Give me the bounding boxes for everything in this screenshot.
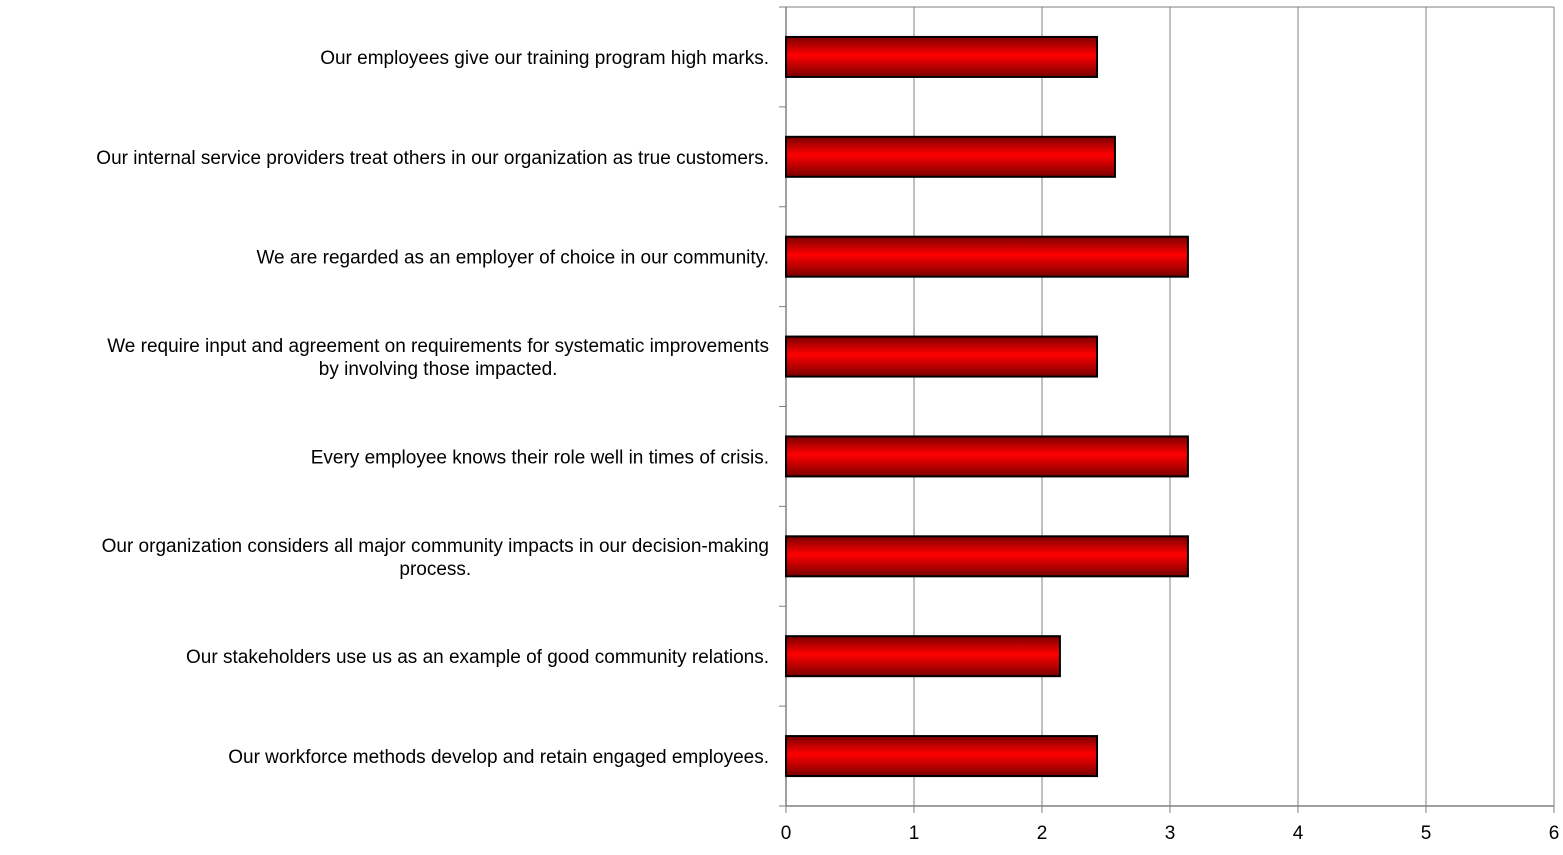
bar-4 xyxy=(785,335,1099,378)
axes xyxy=(779,6,1555,813)
category-label-5: Every employee knows their role well in … xyxy=(311,447,769,468)
bar-3 xyxy=(785,235,1189,278)
gridlines xyxy=(786,6,1555,806)
category-label-8: Our workforce methods develop and retain… xyxy=(228,747,769,768)
bar-2 xyxy=(785,135,1116,178)
x-tick-label-2: 2 xyxy=(1037,823,1048,844)
bar-5 xyxy=(785,435,1189,478)
x-tick-label-0: 0 xyxy=(781,823,792,844)
bars xyxy=(785,35,1189,778)
x-tick-labels: 0 1 2 3 4 5 6 xyxy=(781,823,1560,844)
x-tick-label-1: 1 xyxy=(909,823,920,844)
bar-8 xyxy=(785,735,1099,778)
bar-7 xyxy=(785,635,1061,678)
category-label-7: Our stakeholders use us as an example of… xyxy=(186,647,769,668)
x-tick-label-5: 5 xyxy=(1421,823,1432,844)
category-label-4: We require input and agreement on requir… xyxy=(107,336,769,380)
category-labels: Our employees give our training program … xyxy=(96,48,769,768)
x-tick-label-6: 6 xyxy=(1549,823,1560,844)
x-tick-label-3: 3 xyxy=(1165,823,1176,844)
bar-1 xyxy=(785,35,1099,78)
category-label-2: Our internal service providers treat oth… xyxy=(96,148,769,169)
category-label-6: Our organization considers all major com… xyxy=(102,536,769,580)
category-label-1: Our employees give our training program … xyxy=(320,48,769,69)
x-tick-label-4: 4 xyxy=(1293,823,1304,844)
category-label-3: We are regarded as an employer of choice… xyxy=(256,248,769,269)
bar-6 xyxy=(785,535,1189,578)
